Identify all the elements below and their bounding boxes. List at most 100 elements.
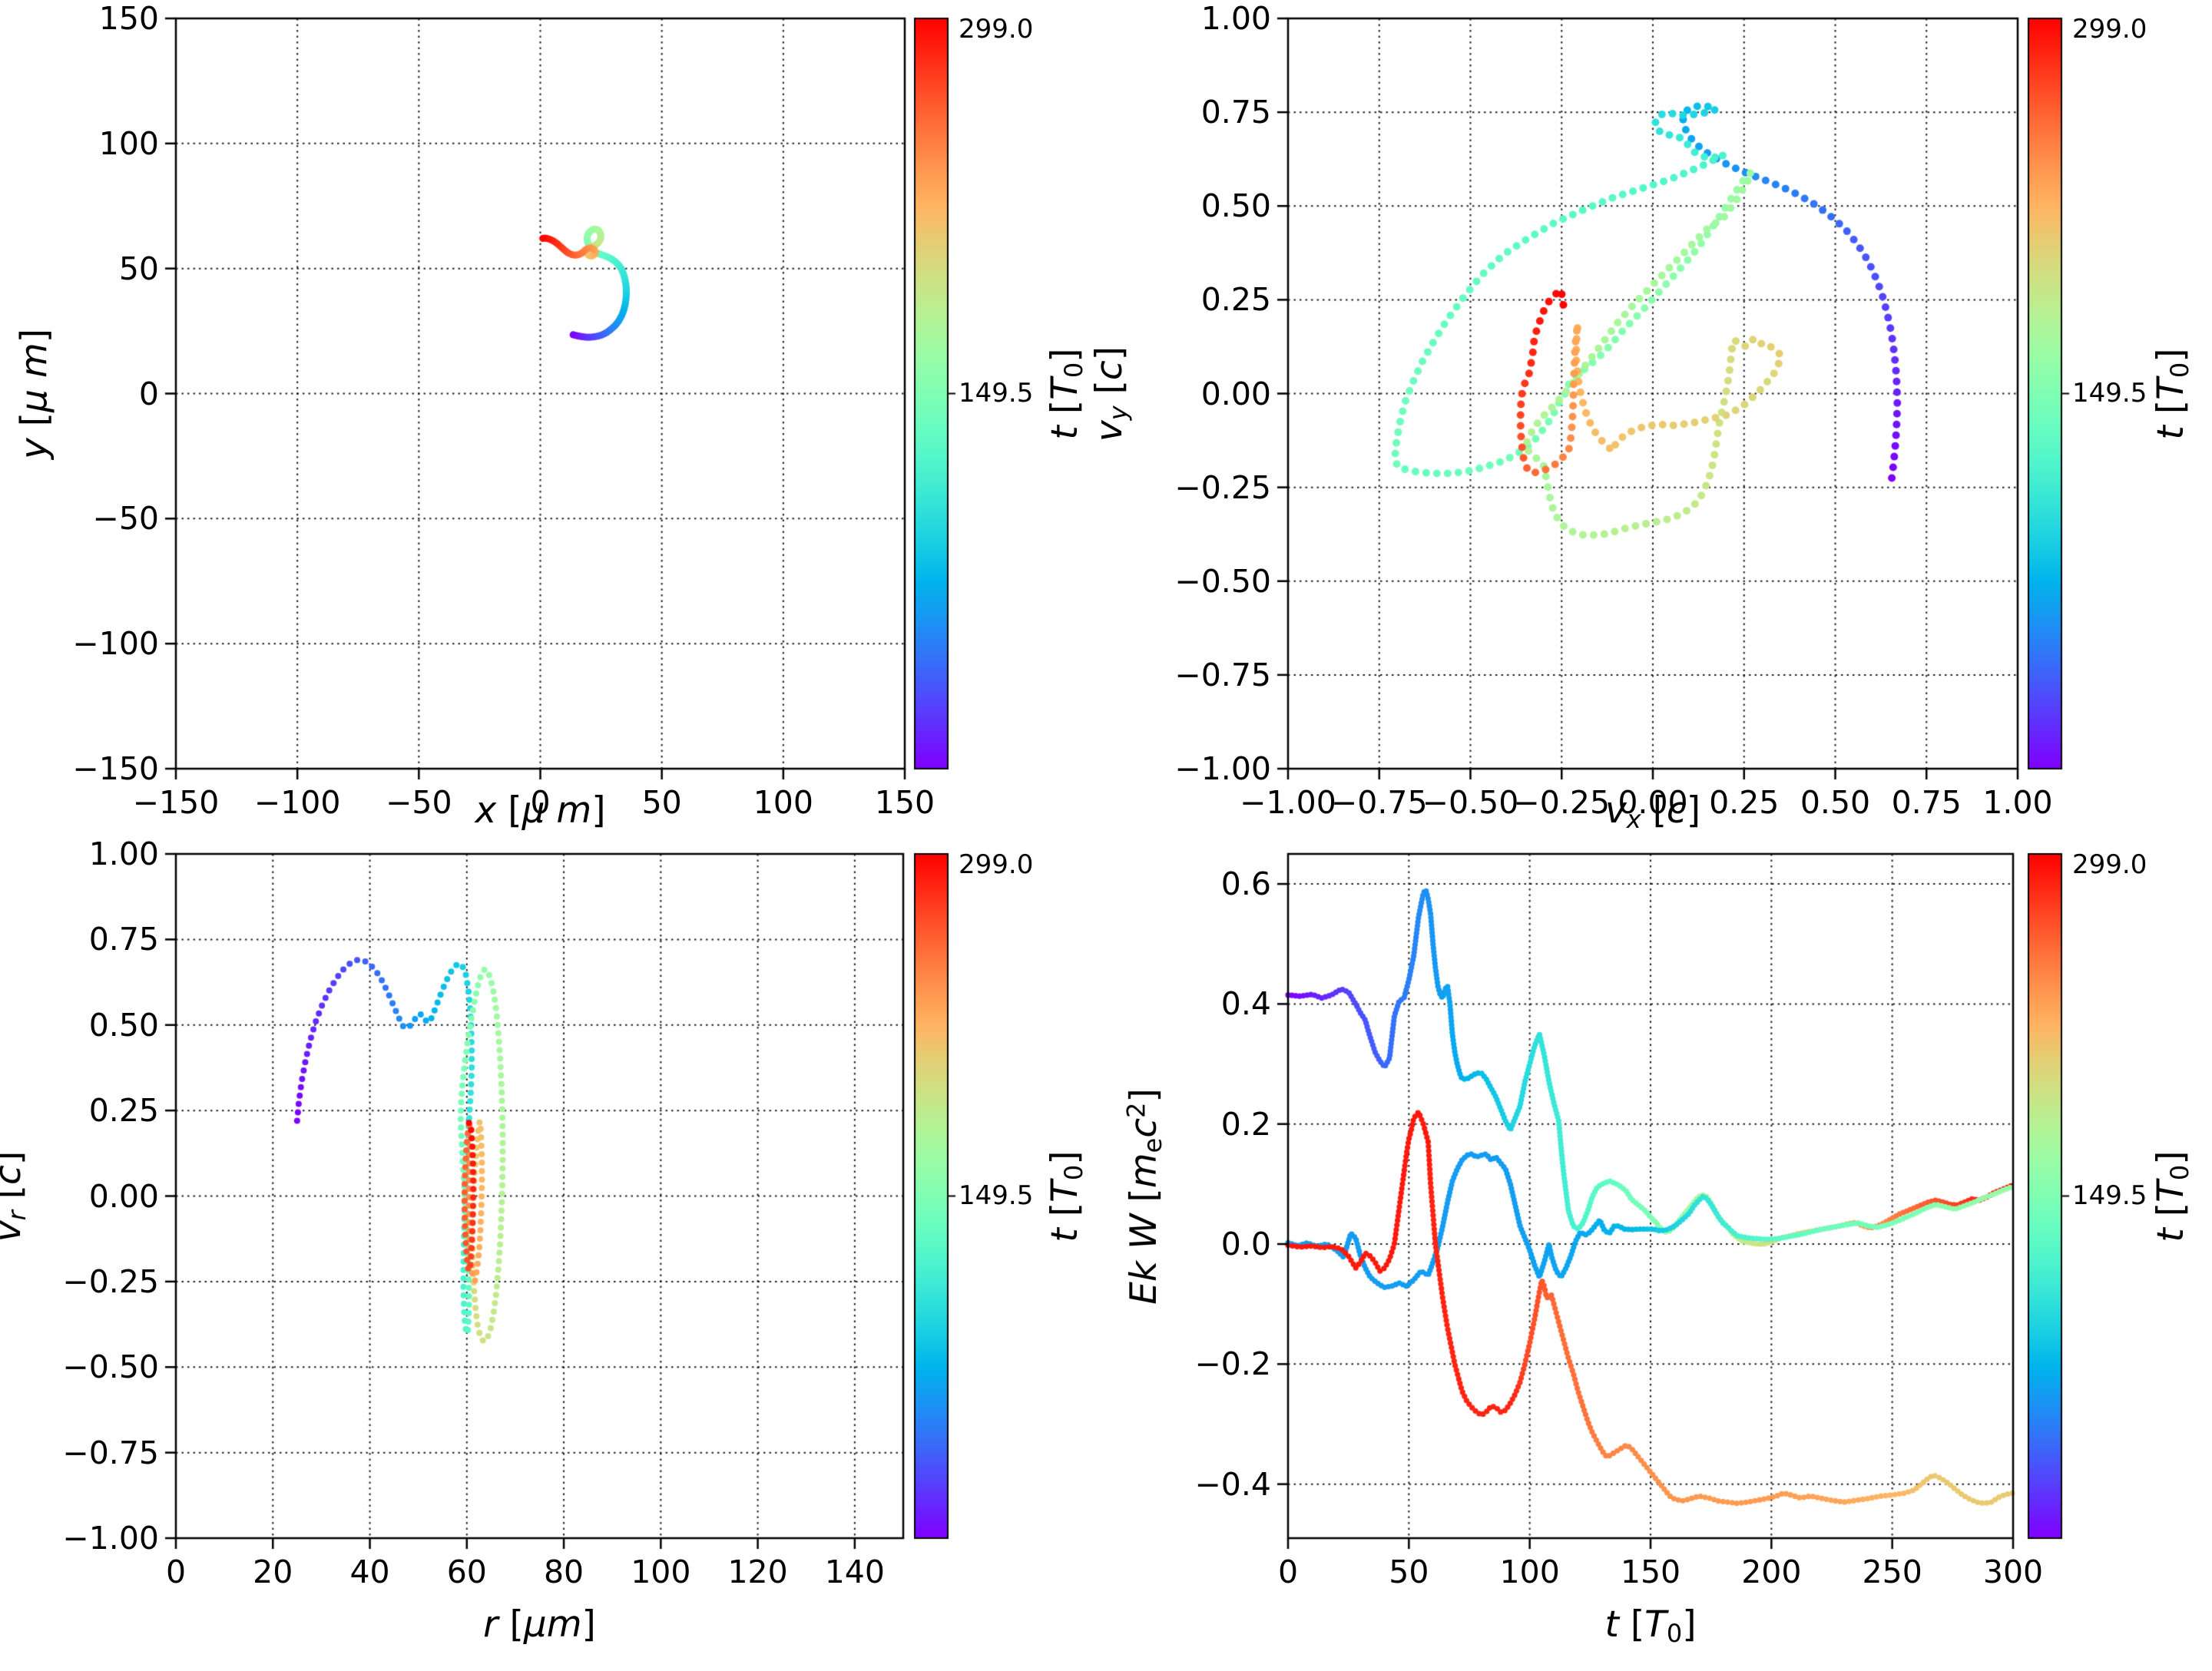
y-axis-label: vy [c]	[1088, 346, 1133, 441]
label-segment: ]	[591, 789, 606, 832]
label-segment: 0	[2164, 1164, 2194, 1180]
y-tick-label: −50	[92, 500, 159, 538]
label-segment: T	[1044, 1180, 1087, 1203]
label-segment: T	[2150, 377, 2193, 400]
y-tick-label: 0.4	[1220, 985, 1271, 1023]
y-tick-label: 0.00	[88, 1177, 159, 1215]
label-segment: ]	[1122, 1087, 1165, 1103]
x-tick-label: 1.00	[1982, 784, 2053, 821]
y-tick-label: 0.2	[1220, 1105, 1271, 1143]
x-tick-label: 20	[253, 1554, 293, 1590]
label-segment: v	[0, 1220, 29, 1242]
label-segment: [	[1088, 379, 1131, 405]
colorbar-max-label: 299.0	[959, 849, 1034, 880]
label-segment: [	[0, 1184, 29, 1209]
label-segment: r	[483, 1603, 498, 1646]
x-axis-label: t [T0]	[1604, 1603, 1696, 1648]
y-tick-label: −100	[72, 625, 159, 663]
label-segment: t	[1044, 1227, 1087, 1242]
label-segment: ]	[1044, 347, 1087, 362]
label-segment: [	[496, 789, 522, 832]
label-segment: [	[2150, 399, 2193, 425]
y-tick-label: 50	[118, 250, 159, 287]
colorbar-mid-label: 149.5	[2072, 377, 2147, 409]
x-tick-label: 120	[727, 1554, 788, 1590]
label-segment: v	[1088, 419, 1131, 442]
label-segment: t	[1044, 425, 1087, 440]
label-segment: [	[1122, 1187, 1165, 1213]
colorbar-max-label: 299.0	[2072, 14, 2147, 45]
y-tick-label: 1.00	[88, 836, 159, 872]
label-segment: [	[1044, 1202, 1087, 1228]
colorbar-axis-label: t [T0]	[1044, 1150, 1088, 1242]
label-segment: 0	[2164, 362, 2194, 378]
x-tick-label: 0.75	[1891, 784, 1962, 821]
label-segment: 0	[1058, 362, 1088, 378]
label-segment: μm	[523, 1603, 582, 1646]
label-segment: [	[2150, 1202, 2193, 1228]
y-tick-label: 150	[98, 0, 159, 37]
label-segment: ]	[2150, 1150, 2193, 1165]
label-segment: x	[1626, 804, 1641, 834]
label-segment: 0	[1666, 1618, 1683, 1648]
y-axis-label: Ek W [mec2]	[1121, 1088, 1167, 1305]
x-tick-label: 80	[543, 1554, 584, 1590]
y-tick-label: −0.75	[62, 1434, 159, 1471]
y-tick-label: 0.25	[1200, 281, 1271, 319]
y-tick-label: 0	[138, 375, 159, 412]
y-tick-label: 100	[98, 124, 159, 162]
label-segment: ]	[0, 1150, 29, 1164]
x-tick-label: −50	[386, 784, 452, 821]
label-segment: c	[0, 1165, 29, 1185]
x-tick-label: 150	[874, 784, 935, 821]
colorbar-axis-label: t [T0]	[2150, 348, 2194, 439]
label-segment: t	[1604, 1603, 1619, 1646]
label-segment: y	[13, 437, 56, 459]
label-segment: μ m	[13, 342, 56, 412]
colorbar-mid-label: 149.5	[2072, 1180, 2147, 1211]
y-tick-label: 0.0	[1220, 1226, 1271, 1263]
label-segment: Ek W	[1122, 1213, 1165, 1305]
y-tick-label: 0.6	[1220, 865, 1271, 903]
x-tick-label: 200	[1741, 1554, 1802, 1590]
label-segment: ]	[2150, 347, 2193, 362]
colorbar-max-label: 299.0	[959, 14, 1034, 45]
label-segment: c	[1088, 359, 1131, 380]
x-tick-label: 140	[824, 1554, 885, 1590]
y-tick-label: −0.50	[1174, 562, 1271, 600]
label-segment: v	[1604, 789, 1627, 832]
x-axis-label: vx [c]	[1605, 789, 1700, 834]
y-tick-label: −0.2	[1194, 1345, 1271, 1383]
x-tick-label: 50	[1389, 1554, 1429, 1590]
colorbar-max-label: 299.0	[2072, 849, 2147, 880]
label-segment: μ m	[522, 789, 592, 832]
x-tick-label: −0.50	[1422, 784, 1519, 821]
x-tick-label: 150	[1620, 1554, 1681, 1590]
y-tick-label: 0.75	[88, 921, 159, 958]
label-segment: t	[2150, 1227, 2193, 1242]
x-tick-label: 100	[753, 784, 813, 821]
label-segment: [	[498, 1603, 524, 1646]
colorbar-axis-label: t [T0]	[2150, 1150, 2194, 1242]
x-tick-label: 0	[1277, 1554, 1299, 1590]
x-tick-label: 100	[631, 1554, 691, 1590]
x-axis-label: r [μm]	[483, 1603, 596, 1646]
colorbar-axis-label: t [T0]	[1044, 348, 1088, 439]
y-tick-label: −1.00	[62, 1520, 159, 1557]
x-tick-label: 300	[1982, 1554, 2044, 1590]
label-segment: ]	[581, 1603, 596, 1646]
x-tick-label: −0.25	[1513, 784, 1611, 821]
label-segment: [	[1044, 399, 1087, 425]
y-tick-label: −150	[72, 750, 159, 787]
y-tick-label: 0.50	[1200, 187, 1271, 225]
y-tick-label: −0.25	[62, 1262, 159, 1300]
label-segment: ]	[1686, 789, 1701, 832]
y-tick-label: 0.00	[1200, 375, 1271, 412]
x-tick-label: 0.25	[1709, 784, 1780, 821]
label-segment: 2	[1121, 1102, 1151, 1118]
label-segment: c	[1666, 789, 1687, 832]
x-tick-label: 0	[165, 1554, 187, 1590]
label-segment: r	[2, 1209, 31, 1220]
label-segment: c	[1122, 1117, 1165, 1138]
